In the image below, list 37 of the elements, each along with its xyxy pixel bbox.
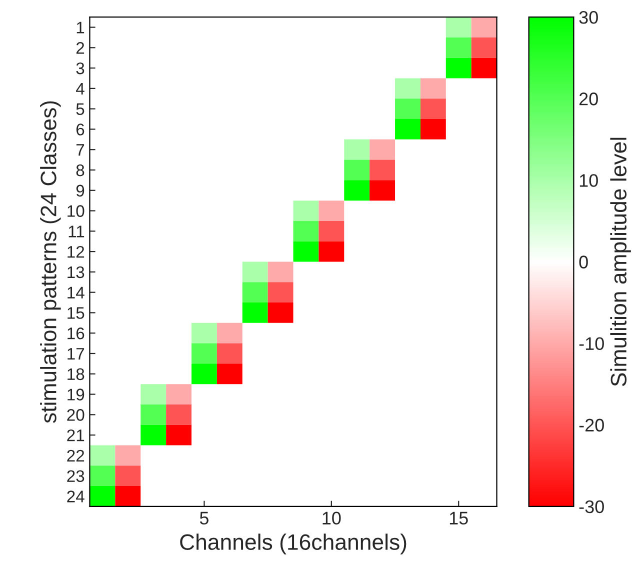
y-tick-label: 4 — [76, 83, 84, 94]
y-tick-label: 7 — [76, 144, 84, 156]
y-tick-label: 16 — [68, 328, 84, 340]
y-tick-label: 17 — [68, 348, 84, 360]
x-tick-label: 10 — [322, 512, 341, 525]
y-tick-label: 23 — [67, 470, 84, 482]
y-tick-label: 6 — [76, 124, 84, 136]
color-bar-label: -30 — [579, 500, 604, 514]
color-bar-label: 30 — [579, 11, 598, 24]
y-tick-label: 18 — [68, 368, 84, 380]
color-bar-title: Simulition amplitude level — [610, 138, 631, 386]
y-tick-label: 9 — [76, 184, 84, 197]
y-tick-label: 22 — [67, 450, 84, 462]
y-tick-label: 1 — [76, 22, 84, 34]
y-tick-label: 2 — [76, 42, 84, 54]
y-tick-label: 20 — [67, 409, 84, 421]
y-tick-label: 3 — [76, 62, 84, 74]
color-bar-label: 10 — [580, 174, 598, 187]
y-tick-label: 11 — [68, 226, 84, 238]
color-bar-label: -20 — [579, 418, 604, 432]
color-bar-label: 0 — [579, 256, 588, 268]
x-tick-label: 15 — [450, 512, 468, 525]
y-tick-label: 12 — [68, 246, 84, 258]
y-tick-label: 8 — [76, 164, 84, 176]
y-tick-label: 19 — [68, 388, 84, 400]
color-bar-label: -10 — [579, 337, 604, 350]
y-tick-label: 10 — [68, 205, 84, 217]
y-axis-title: stimulation patterns (24 Classes) — [40, 101, 61, 423]
y-tick-label: 21 — [67, 429, 84, 442]
y-tick-label: 15 — [68, 307, 84, 319]
x-axis-title: Channels (16channels) — [180, 534, 406, 554]
y-tick-label: 5 — [76, 103, 84, 116]
y-tick-label: 14 — [68, 286, 84, 298]
y-tick-label: 24 — [67, 490, 84, 502]
color-bar-label: 20 — [579, 92, 598, 106]
x-tick-label: 5 — [200, 512, 208, 525]
y-tick-label: 13 — [68, 266, 84, 278]
